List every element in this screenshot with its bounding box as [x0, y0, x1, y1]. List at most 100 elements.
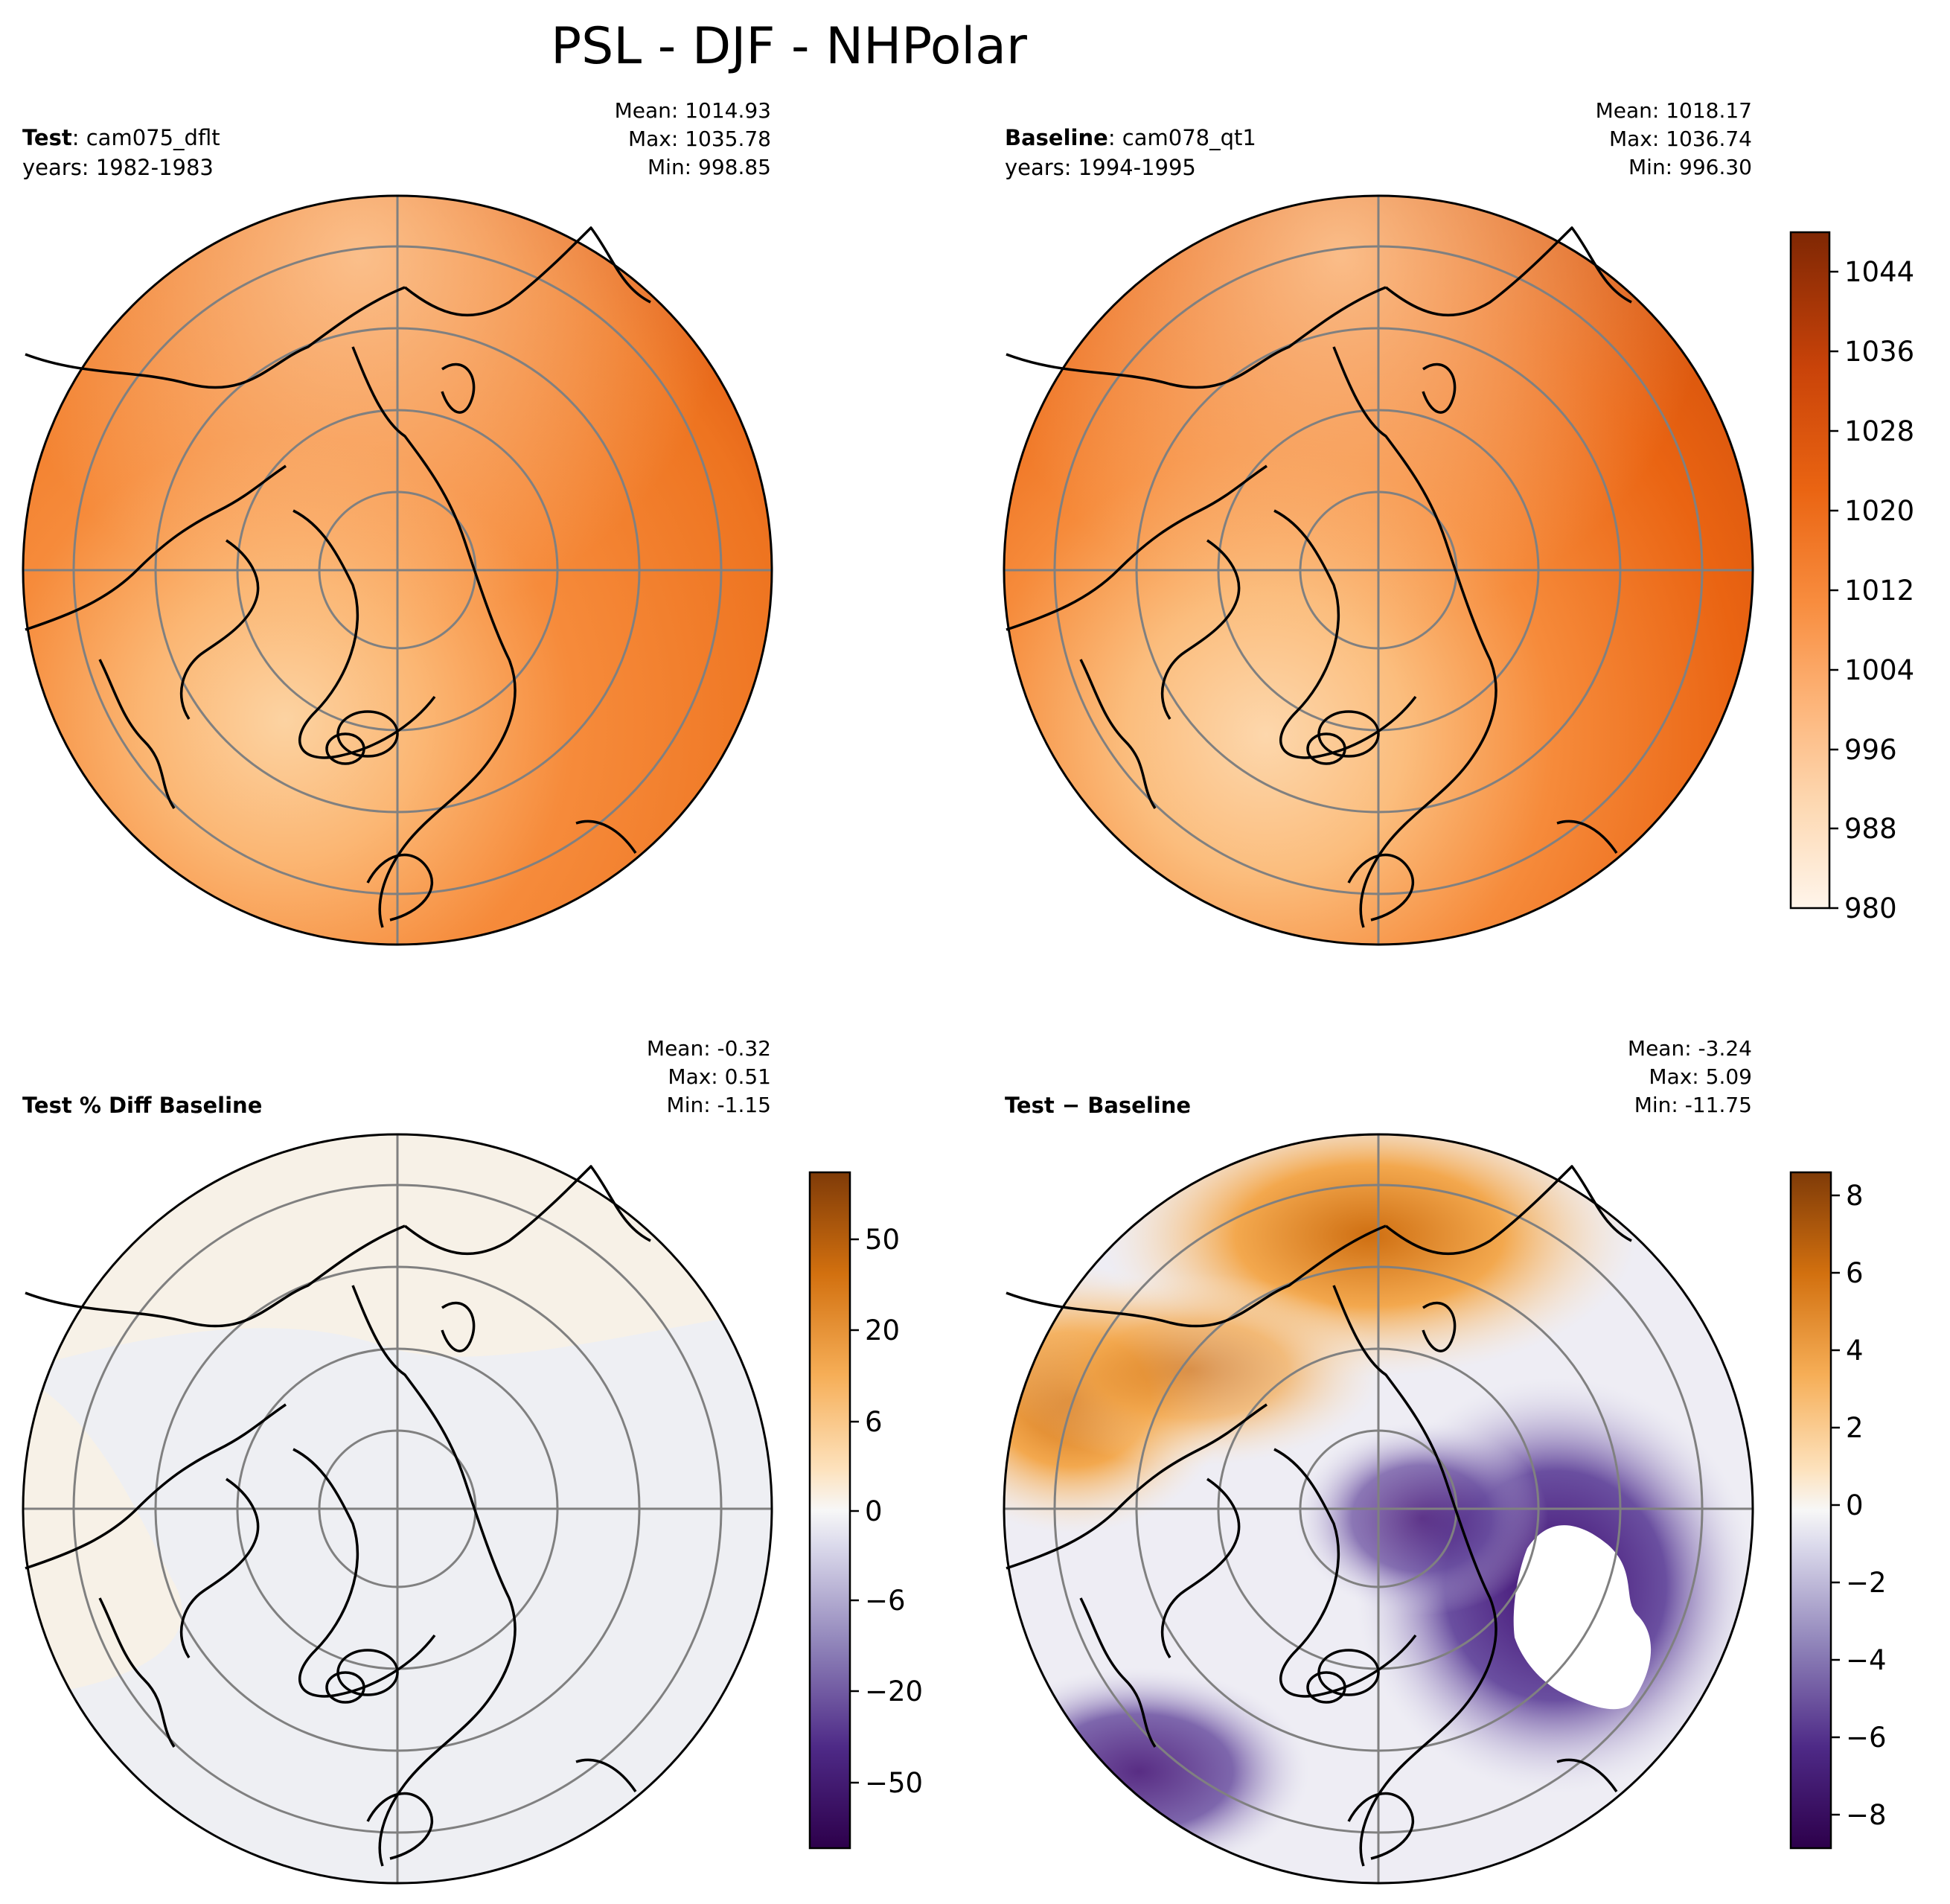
coastline-path: [1306, 1671, 1346, 1704]
colorbar-pct-tick-label: −6: [865, 1585, 906, 1617]
panel-test-years: years: 1982-1983: [22, 155, 214, 180]
coastline-path: [1384, 1165, 1632, 1256]
colorbar-pct-tick-label: 20: [865, 1314, 900, 1346]
panel-diff-boundary: [1003, 1133, 1754, 1885]
coastline-path: [1422, 362, 1457, 414]
colorbar-diff-tick-label: −4: [1846, 1644, 1887, 1676]
coastline-path: [1273, 1448, 1417, 1698]
coastline-path: [1273, 509, 1417, 759]
panel-pctdiff-mean: Mean: -0.32: [647, 1036, 771, 1061]
panel-test-graticule: [23, 196, 772, 945]
coastline-path: [98, 659, 176, 809]
coastline-path: [1079, 1597, 1157, 1748]
panel-baseline-max: Max: 1036.74: [1609, 127, 1752, 151]
colorbar-main-bar: [1789, 231, 1831, 910]
coastline-path: [25, 1403, 287, 1570]
colorbar-diff-bar: [1789, 1171, 1832, 1850]
panel-baseline-label: Baseline: cam078_qt1: [1005, 125, 1256, 150]
coastline-path: [1317, 710, 1380, 758]
panel-baseline: Baseline: cam078_qt1 years: 1994-1995 Me…: [1003, 98, 1754, 946]
colorbar-diff-tick-label: 6: [1846, 1257, 1864, 1289]
colorbar-pct-tick-label: −50: [865, 1767, 923, 1799]
colorbar-main-tick-label: 988: [1844, 813, 1897, 845]
coastline-path: [366, 853, 433, 921]
colorbar-diff-ticks: 8 6 4 2 0 −2 −4 −6 −8: [1831, 1180, 1887, 1831]
panel-test-coastlines: [25, 226, 651, 928]
panel-pctdiff: Test % Diff Baseline Mean: -0.32 Max: 0.…: [22, 1036, 773, 1885]
coastline-path: [403, 1165, 651, 1256]
panel-diff-map: [1004, 1134, 1753, 1883]
coastline-path: [366, 1792, 433, 1860]
panel-diff-missing-region: [1513, 1525, 1652, 1710]
coastline-path: [25, 1224, 406, 1328]
panel-test-min: Min: 998.85: [648, 155, 771, 179]
panel-diff: Test − Baseline Mean: -3.24 Max: 5.09 Mi…: [1003, 1036, 1754, 1885]
colorbar-diff: 8 6 4 2 0 −2 −4 −6 −8: [1789, 1171, 1887, 1850]
coastline-path: [179, 1477, 260, 1658]
colorbar-diff-tick-label: 4: [1846, 1335, 1864, 1367]
colorbar-pct: 50 20 6 0 −6 −20 −50: [808, 1171, 923, 1850]
coastline-path: [1160, 539, 1241, 720]
colorbar-main-tick-label: 980: [1844, 892, 1897, 924]
panel-diff-min: Min: -11.75: [1634, 1093, 1752, 1117]
coastline-path: [1422, 1301, 1457, 1352]
coastline-path: [575, 1758, 637, 1792]
panel-diff-mean: Mean: -3.24: [1628, 1036, 1752, 1061]
colorbar-diff-tick-label: −2: [1846, 1567, 1887, 1599]
panel-test-max: Max: 1035.78: [628, 127, 771, 151]
panel-test-boundary: [22, 194, 773, 946]
colorbar-main-tick-label: 1004: [1844, 654, 1914, 686]
coastline-path: [325, 1671, 365, 1704]
colorbar-main-tick-label: 1020: [1844, 495, 1914, 527]
colorbar-diff-tick-label: 0: [1846, 1489, 1864, 1521]
coastline-path: [1384, 226, 1632, 317]
figure-title: PSL - DJF - NHPolar: [551, 17, 1027, 76]
coastline-path: [179, 539, 260, 720]
colorbar-pct-tick-label: 6: [865, 1406, 883, 1438]
panel-baseline-graticule: [1004, 196, 1753, 945]
panel-test: Test: cam075_dflt years: 1982-1983 Mean:…: [22, 98, 773, 946]
panel-pctdiff-coastlines: [25, 1165, 651, 1867]
colorbar-pct-ticks: 50 20 6 0 −6 −20 −50: [850, 1224, 923, 1799]
coastline-path: [1006, 464, 1268, 631]
colorbar-diff-tick-label: 2: [1846, 1412, 1864, 1444]
coastline-path: [98, 1597, 176, 1748]
panel-baseline-coastlines: [1006, 226, 1632, 928]
panel-baseline-boundary: [1003, 194, 1754, 946]
colorbar-pct-bar: [808, 1171, 851, 1850]
coastline-path: [351, 1285, 517, 1867]
coastline-path: [1006, 1224, 1387, 1328]
colorbar-diff-tick-label: −6: [1846, 1722, 1887, 1754]
colorbar-main: 1044 1036 1028 1020 1012 1004 996 988 980: [1789, 231, 1914, 924]
coastline-path: [25, 286, 406, 389]
colorbar-main-tick-label: 1044: [1844, 256, 1914, 288]
coastline-path: [1006, 286, 1387, 389]
coastline-path: [441, 1301, 476, 1352]
coastline-path: [1347, 1792, 1414, 1860]
colorbar-main-ticks: 1044 1036 1028 1020 1012 1004 996 988 980: [1829, 256, 1914, 924]
colorbar-main-tick-label: 1028: [1844, 415, 1914, 447]
coastline-path: [292, 1448, 436, 1698]
coastline-path: [336, 1649, 399, 1696]
colorbar-diff-tick-label: −8: [1846, 1799, 1887, 1831]
coastline-path: [292, 509, 436, 759]
coastline-path: [336, 710, 399, 758]
coastline-path: [441, 362, 476, 414]
colorbar-pct-tick-label: −20: [865, 1675, 923, 1707]
panel-pctdiff-label: Test % Diff Baseline: [22, 1093, 262, 1118]
panel-test-label: Test: cam075_dflt: [22, 125, 220, 150]
panel-baseline-mean: Mean: 1018.17: [1596, 98, 1752, 123]
coastline-path: [1347, 853, 1414, 921]
coastline-path: [351, 346, 517, 928]
coastline-path: [1006, 1403, 1268, 1570]
coastline-path: [1317, 1649, 1380, 1696]
colorbar-main-tick-label: 996: [1844, 734, 1897, 766]
panel-pctdiff-max: Max: 0.51: [668, 1064, 771, 1089]
colorbar-pct-tick-label: 0: [865, 1495, 883, 1527]
coastline-path: [325, 732, 365, 765]
panel-pctdiff-min: Min: -1.15: [667, 1093, 771, 1117]
coastline-path: [1556, 820, 1618, 854]
coastline-path: [1332, 346, 1497, 928]
panel-diff-max: Max: 5.09: [1649, 1064, 1752, 1089]
panel-baseline-years: years: 1994-1995: [1005, 155, 1196, 180]
